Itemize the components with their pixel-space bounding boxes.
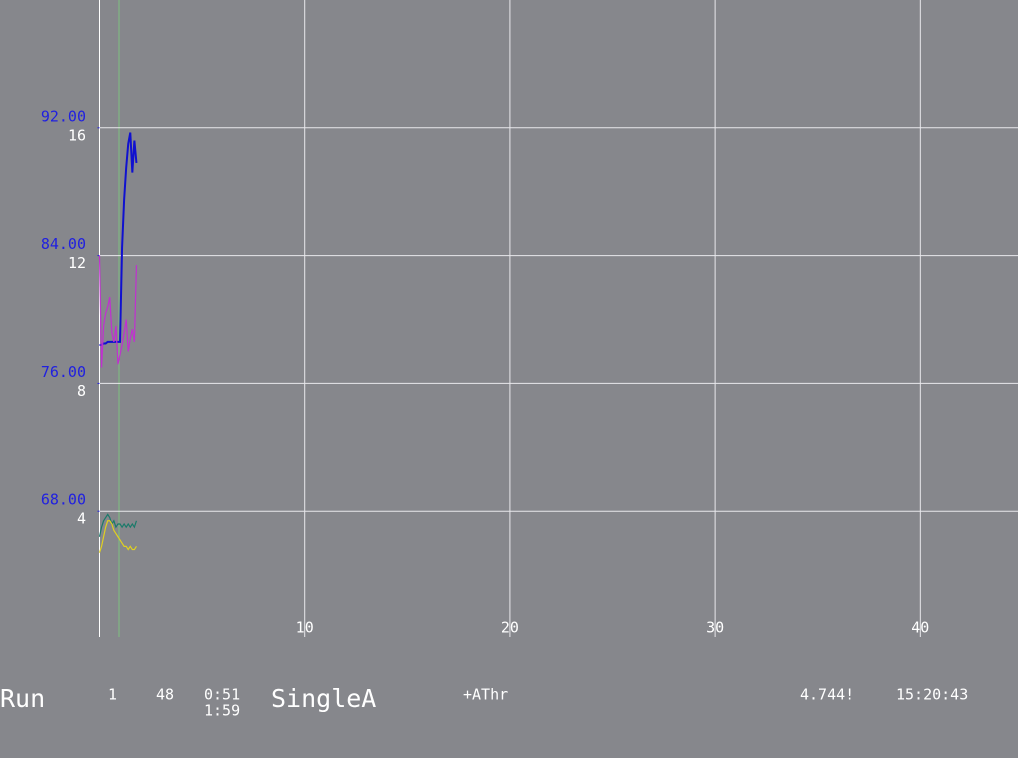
status-flag: +AThr: [463, 686, 508, 704]
x-tick-label: 20: [501, 619, 519, 637]
y-tick-label: 16: [68, 126, 86, 144]
series-line: [99, 132, 138, 347]
y2-tick-label: 76.00: [41, 363, 86, 381]
status-clock: 15:20:43: [896, 686, 968, 704]
y-tick-label: 8: [77, 382, 86, 400]
status-time: 0:51: [204, 686, 240, 704]
x-tick-label: 30: [706, 619, 724, 637]
y2-tick-label: 68.00: [41, 491, 86, 509]
x-tick-label: 40: [911, 619, 929, 637]
status-time: 1:59: [204, 702, 240, 720]
series-line: [98, 255, 138, 368]
x-tick-label: 10: [296, 619, 314, 637]
status-field: 48: [156, 686, 174, 704]
y-tick-label: 12: [68, 254, 86, 272]
y-tick-label: 4: [77, 510, 86, 528]
y2-tick-label: 92.00: [41, 107, 86, 125]
status-field: 1: [108, 686, 117, 704]
status-reading: 4.744!: [800, 686, 854, 704]
series-line: [98, 513, 138, 537]
method-name: SingleA: [271, 684, 376, 713]
y2-tick-label: 84.00: [41, 235, 86, 253]
run-mode: Run: [0, 684, 45, 713]
series-line: [98, 520, 137, 553]
